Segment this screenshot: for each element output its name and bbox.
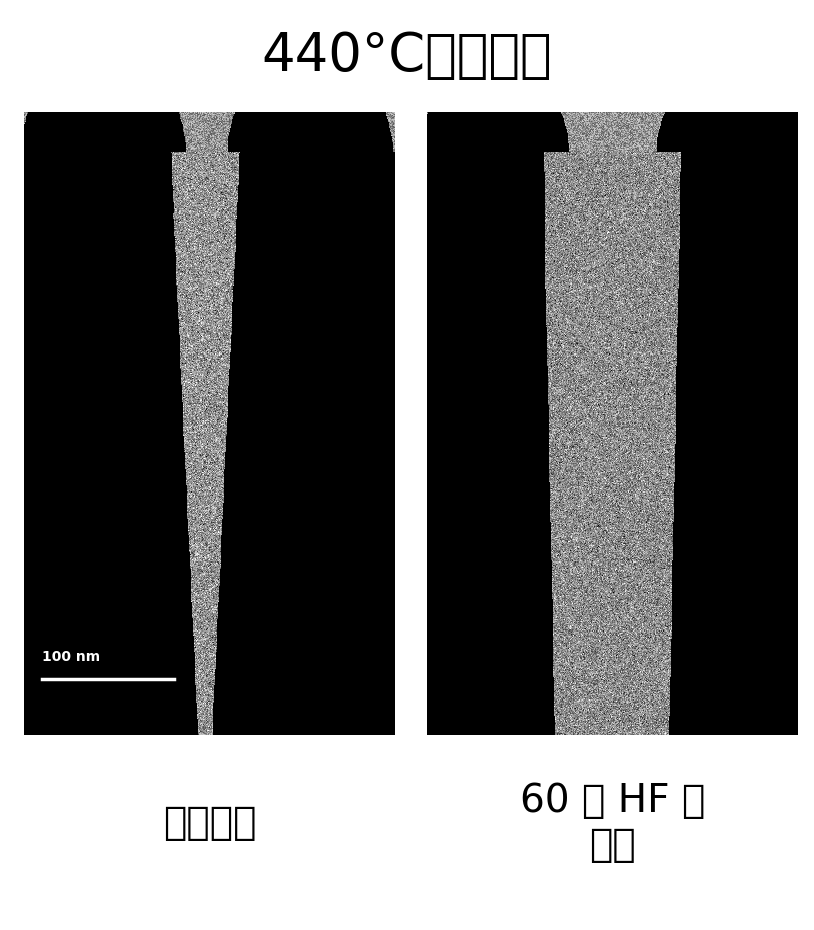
Text: 刚沉积的: 刚沉积的 [163, 804, 256, 842]
Text: 100 nm: 100 nm [42, 650, 100, 664]
Text: 440°C晶片温度: 440°C晶片温度 [261, 30, 553, 82]
Text: 60 秒 HF 浸
洸后: 60 秒 HF 浸 洸后 [520, 782, 705, 864]
